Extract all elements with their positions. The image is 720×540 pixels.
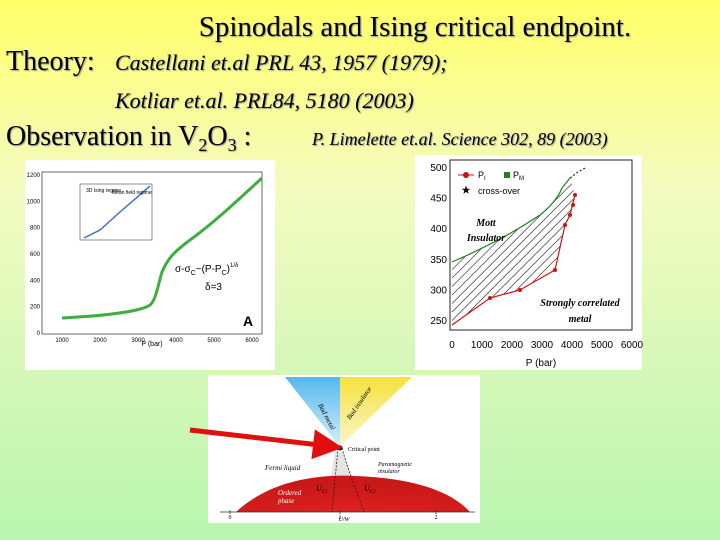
y-tick-label: 350: [430, 255, 447, 266]
inset-curve: [83, 185, 151, 239]
uc1-label: UC1: [316, 484, 328, 495]
inset-frame: [79, 183, 153, 241]
region-label: insulator: [378, 469, 400, 475]
bad-insulator-region: [340, 377, 412, 447]
x-axis-label: U/W: [339, 517, 351, 523]
y-tick-label: 450: [430, 194, 447, 205]
y-tick-label: 800: [30, 226, 41, 232]
region-label: Insulator: [466, 233, 505, 244]
x-tick-label: 1: [339, 515, 342, 521]
x-tick-label: 4000: [169, 338, 183, 344]
region-label: Ordered: [278, 489, 302, 497]
x-tick-label: 5000: [207, 338, 221, 344]
x-tick-label: 2000: [501, 340, 524, 351]
legend-marker: [504, 172, 510, 178]
theory-figure: Bad metal Bad insulator Critical point F…: [208, 375, 480, 523]
hatched-region: [452, 178, 575, 325]
theory-label: Theory:: [6, 46, 95, 77]
subscript: C1: [322, 490, 328, 495]
plot-frame: [41, 171, 263, 335]
legend-entry: cross-over: [478, 186, 520, 196]
spinodal-line: [331, 447, 339, 513]
x-tick-label: 5000: [591, 340, 614, 351]
text-part: ~(P-P: [196, 264, 222, 275]
x-axis-label: P (bar): [141, 341, 162, 348]
subscript: M: [519, 176, 524, 182]
spinodal-line: [341, 447, 365, 513]
conductivity-figure: 3D Ising regime Mean field regime 1000 20…: [25, 160, 275, 370]
plot-frame: [449, 159, 633, 331]
theory-reference: Kotliar et.al. PRL84, 5180 (2003): [114, 88, 414, 113]
theory-reference: Castellani et.al PRL 43, 1957 (1979);: [115, 50, 448, 75]
y-tick-label: 600: [30, 252, 41, 258]
markers: [488, 193, 577, 300]
formula: σ-σC~(P-PC)1/δ: [175, 263, 239, 277]
legend-box: [452, 162, 522, 198]
y-tick-label: 250: [430, 316, 447, 327]
subscript: 3: [228, 135, 237, 155]
y-tick-label: 0: [37, 331, 41, 337]
x-tick-label: 0: [449, 340, 455, 351]
text-part: O: [207, 121, 227, 152]
panel-label: A: [243, 313, 253, 329]
text-part: U: [364, 484, 371, 493]
x-tick-label: 4000: [561, 340, 584, 351]
delta-label: δ=3: [205, 282, 222, 293]
legend-entry: PM: [513, 170, 524, 182]
region-label: Paramagnetic: [377, 462, 412, 468]
y-tick-label: 500: [430, 163, 447, 174]
region-label: Fermi liquid: [264, 464, 301, 472]
spinodal-line: [451, 177, 571, 263]
subscript: 2: [198, 135, 207, 155]
y-tick-label: 200: [30, 305, 41, 311]
y-tick-label: 1200: [27, 173, 41, 179]
text-part: Observation in V: [6, 121, 198, 152]
x-tick-label: 6000: [621, 340, 644, 351]
y-tick-label: 1000: [27, 199, 41, 205]
crossover-line: [569, 167, 586, 179]
y-tick-label: 400: [30, 278, 41, 284]
ordered-region: [236, 475, 470, 512]
y-tick-label: 400: [430, 224, 447, 235]
text-part: ): [227, 264, 230, 275]
x-tick-label: 3000: [131, 338, 145, 344]
text-part: :: [237, 121, 252, 152]
x-tick-label: 1000: [55, 338, 69, 344]
observation-reference: P. Limelette et.al. Science 302, 89 (200…: [311, 129, 608, 150]
inset-label: 3D Ising regime: [86, 188, 121, 194]
y-tick-label: 300: [430, 285, 447, 296]
conductivity-curve: [61, 176, 264, 320]
region-label: Mott: [475, 218, 497, 229]
title: Spinodals and Ising critical endpoint.: [199, 11, 632, 43]
region-label: phase: [277, 497, 294, 505]
x-axis-label: P (bar): [526, 358, 556, 369]
superscript: 1/δ: [230, 263, 239, 269]
x-tick-label: 6000: [245, 338, 259, 344]
x-tick-label: 1000: [471, 340, 494, 351]
text-part: P: [513, 170, 519, 180]
legend-entry: PI: [478, 170, 486, 182]
observation-label: Observation in V2O3 :: [6, 121, 251, 155]
phase-figure: PI PM ★ cross-over Mott Insulator Strong…: [415, 155, 644, 370]
text-part: σ-σ: [175, 264, 192, 275]
text-part: U: [316, 484, 323, 493]
region-label: Strongly correlated: [540, 298, 620, 309]
subscript: C: [222, 270, 227, 277]
subscript: C2: [370, 490, 376, 495]
x-tick-label: 0: [229, 515, 232, 521]
pointer-arrow: [189, 427, 343, 460]
text-part: P: [478, 170, 484, 180]
x-tick-label: 3000: [531, 340, 554, 351]
inset-label: Mean field regime: [112, 190, 152, 196]
critical-point: [337, 445, 343, 451]
region-label: Critical point: [348, 447, 380, 453]
subscript: I: [484, 176, 486, 182]
legend-marker: ★: [462, 185, 470, 195]
x-tick-label: 2: [435, 515, 438, 521]
region-label: metal: [569, 314, 592, 325]
subscript: C: [191, 270, 196, 277]
uc2-label: UC2: [364, 484, 376, 495]
x-tick-label: 2000: [93, 338, 107, 344]
